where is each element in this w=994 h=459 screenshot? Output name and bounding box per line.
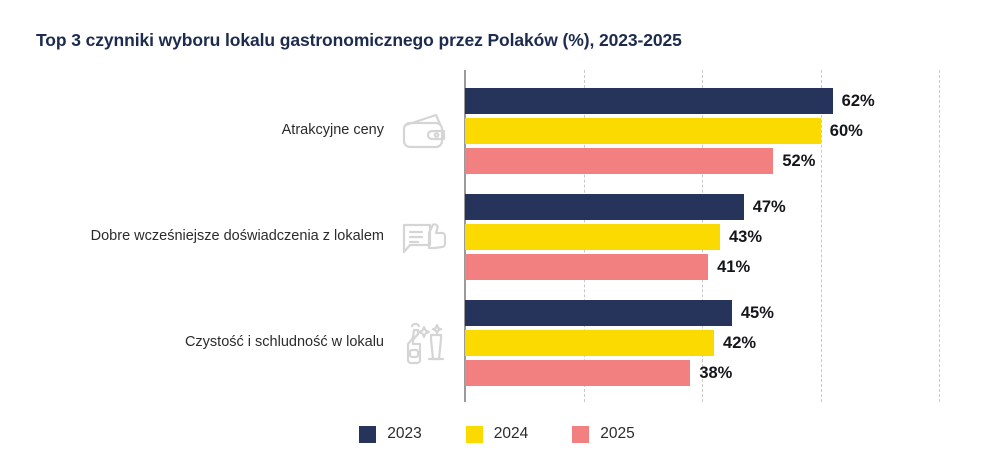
bar-row: 52% (465, 148, 994, 174)
gridline-60 (820, 70, 822, 402)
bar-value-label: 62% (841, 92, 875, 110)
bar-2024[interactable] (465, 118, 821, 144)
bar-row: 41% (465, 254, 994, 280)
bar-value-label: 52% (782, 152, 816, 170)
bar-value-label: 43% (728, 228, 763, 246)
bar-2024[interactable] (465, 330, 715, 356)
legend-label: 2025 (600, 425, 635, 442)
bar-row: 42% (465, 330, 994, 356)
bar-value-label: 45% (740, 304, 774, 322)
bar-row: 47% (465, 194, 994, 220)
category-label: Czystość i schludność w lokalu (184, 334, 384, 350)
bar-2025[interactable] (465, 148, 774, 174)
bar-2025[interactable] (465, 360, 691, 386)
legend-item-2025[interactable]: 2025 (572, 425, 635, 443)
bar-value-label: 38% (699, 364, 733, 382)
category-label: Atrakcyjne ceny (281, 122, 384, 138)
bar-value-label: 41% (717, 258, 751, 276)
bar-2023[interactable] (465, 88, 833, 114)
legend-swatch-icon (572, 425, 590, 443)
page-title: Top 3 czynniki wyboru lokalu gastronomic… (36, 30, 682, 50)
bar-row: 62% (465, 88, 994, 114)
gridline-80 (939, 70, 941, 402)
legend-label: 2023 (387, 425, 422, 442)
wallet-icon (396, 103, 452, 159)
bar-value-label: 42% (723, 334, 757, 352)
chart-legend: 2023 2024 2025 (0, 425, 994, 443)
bar-value-label: 60% (829, 122, 863, 140)
bar-row: 45% (465, 300, 994, 326)
bar-group: Atrakcyjne ceny 62% 60% 52% (0, 88, 994, 174)
legend-item-2023[interactable]: 2023 (359, 425, 422, 443)
legend-item-2024[interactable]: 2024 (465, 425, 529, 443)
bar-value-label: 47% (752, 198, 786, 216)
plot-area: Atrakcyjne ceny 62% 60% 52% Dobre wcześniejs… (0, 70, 994, 402)
bar-row: 43% (465, 224, 994, 250)
spray-bottle-sparkle-icon (396, 315, 452, 371)
legend-swatch-icon (465, 425, 483, 443)
bar-group: Dobre wcześniejsze doświadczenia z lokal… (0, 194, 994, 280)
bar-2025[interactable] (465, 254, 709, 280)
bar-group: Czystość i schludność w lokalu 45% 42% 38% (0, 300, 994, 386)
bar-row: 38% (465, 360, 994, 386)
category-label: Dobre wcześniejsze doświadczenia z lokal… (90, 228, 384, 244)
bar-2023[interactable] (465, 194, 744, 220)
speech-bubble-thumbs-up-icon (396, 209, 452, 265)
bar-2023[interactable] (465, 300, 732, 326)
bar-row: 60% (465, 118, 994, 144)
legend-label: 2024 (493, 425, 529, 442)
legend-swatch-icon (359, 425, 377, 443)
bar-2024[interactable] (465, 224, 720, 250)
